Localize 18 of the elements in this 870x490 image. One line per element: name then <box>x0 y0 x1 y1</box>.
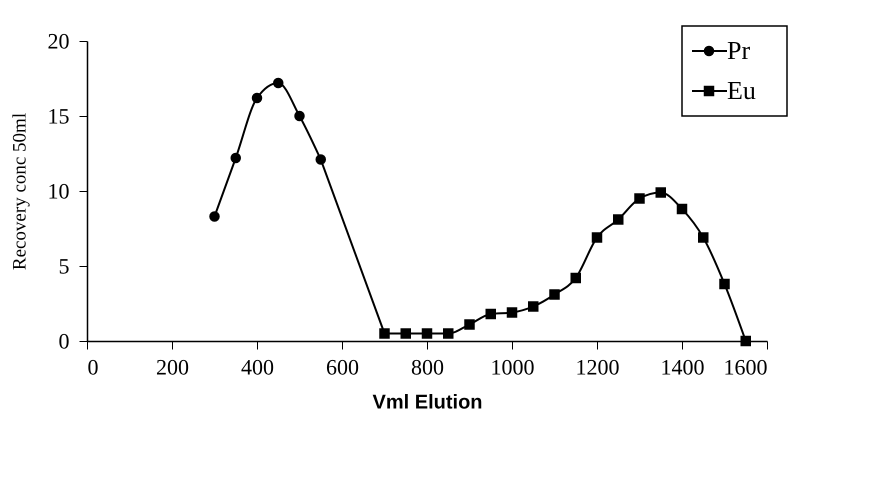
y-axis-title: Recovery conc 50ml <box>10 112 30 270</box>
x-tick-label: 400 <box>241 354 274 380</box>
legend-label: Eu <box>727 76 756 105</box>
x-tick-label: 1400 <box>660 354 704 380</box>
x-tick-label: 800 <box>411 354 444 380</box>
x-tick-label: 600 <box>326 354 359 380</box>
x-tick-label: 1200 <box>576 354 620 380</box>
x-axis-title: Vml Elution <box>372 392 482 414</box>
y-tick-label: 20 <box>48 28 70 54</box>
y-tick-label: 0 <box>58 328 70 354</box>
y-tick-label: 15 <box>48 104 70 128</box>
x-tick-label: 200 <box>156 354 189 380</box>
y-tick-label: 5 <box>58 254 70 278</box>
legend-label: Pr <box>727 36 750 65</box>
x-tick-label: 0 <box>88 354 98 380</box>
x-tick-label: 1000 <box>490 354 534 380</box>
y-tick-label: 10 <box>48 178 70 204</box>
x-tick-label: 1600 <box>724 354 768 380</box>
